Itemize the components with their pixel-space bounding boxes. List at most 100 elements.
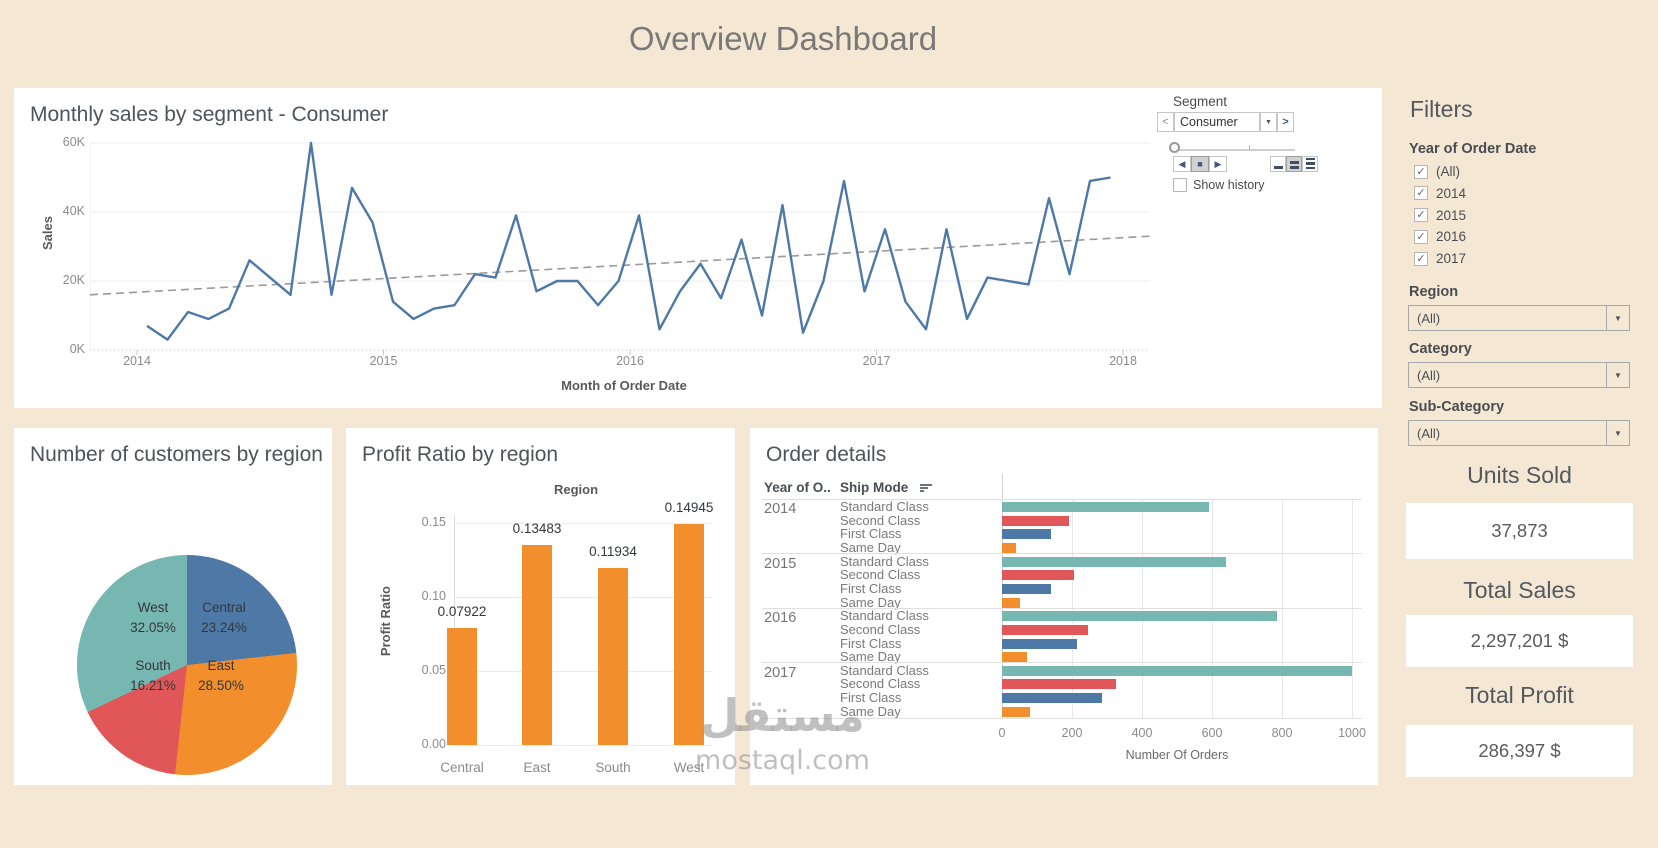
pages-slider-handle[interactable] [1169, 142, 1180, 153]
segment-dropdown-arrow-icon[interactable]: ▼ [1260, 112, 1277, 132]
sales-y-tick: 60K [62, 135, 85, 149]
orders-bar-standard-class[interactable] [1002, 611, 1277, 622]
kpi-value-units-sold: 37,873 [1406, 503, 1633, 559]
profit-bar-value: 0.07922 [437, 603, 487, 619]
step-back-button[interactable]: ◀ [1173, 156, 1191, 172]
year-filter-option-2016: ✓ 2016 [1414, 229, 1466, 244]
profit-ratio-axis-title: Profit Ratio [378, 586, 393, 657]
speed-medium-button[interactable] [1286, 156, 1302, 172]
stop-button[interactable]: ■ [1191, 156, 1209, 172]
ship-mode-label: Second Class [840, 621, 921, 637]
pie-slice-label[interactable]: South 16.21% [130, 658, 176, 693]
year-column-header[interactable]: Year of O.. [764, 480, 831, 495]
orders-bar-same-day[interactable] [1002, 652, 1027, 663]
customers-pie-panel: Number of customers by region Central 23… [14, 428, 332, 785]
orders-bar-same-day[interactable] [1002, 597, 1020, 608]
profit-bar-west[interactable] [674, 523, 704, 745]
sales-line-series[interactable] [146, 141, 1111, 341]
profit-bar-central[interactable] [447, 627, 477, 745]
orders-bar-first-class[interactable] [1002, 529, 1051, 540]
sales-line-chart[interactable] [89, 138, 1151, 356]
orders-bar-first-class[interactable] [1002, 583, 1051, 594]
year-checkbox[interactable]: ✓ [1414, 186, 1428, 201]
year-filter-option-2017: ✓ 2017 [1414, 251, 1466, 266]
show-history-checkbox[interactable] [1173, 178, 1187, 192]
shipmode-column-header[interactable]: Ship Mode [840, 480, 909, 495]
orders-gridline [1352, 500, 1353, 719]
ship-mode-label: Second Class [840, 567, 921, 583]
sales-y-tick: 0K [69, 342, 85, 356]
year-checkbox[interactable]: ✓ [1414, 229, 1428, 244]
orders-x-tick: 600 [1201, 726, 1223, 741]
speed-fast-button[interactable] [1302, 156, 1318, 172]
year-checkbox[interactable]: ✓ [1414, 164, 1428, 179]
orders-bar-standard-class[interactable] [1002, 665, 1352, 676]
year-checkbox[interactable]: ✓ [1414, 251, 1428, 266]
profit-bar-value: 0.14945 [664, 499, 714, 515]
kpi-label-total-profit: Total Profit [1465, 682, 1574, 708]
ship-mode-label: Standard Class [840, 553, 929, 569]
year-checkbox-label: 2015 [1436, 207, 1467, 223]
orders-bar-second-class[interactable] [1002, 624, 1088, 635]
speed-slow-button[interactable] [1270, 156, 1286, 172]
ship-mode-label: Standard Class [840, 662, 929, 678]
profit-bar-south[interactable] [598, 568, 628, 745]
step-forward-button[interactable]: ▶ [1209, 156, 1227, 172]
year-row-label: 2014 [764, 501, 797, 517]
segment-next-button[interactable]: > [1277, 112, 1294, 132]
orders-bar-second-class[interactable] [1002, 570, 1074, 581]
customers-pie-chart[interactable] [77, 555, 297, 775]
sales-x-tick: 2017 [862, 354, 891, 368]
pie-slice-label[interactable]: West 32.05% [130, 600, 176, 635]
dropdown-value: (All) [1417, 367, 1441, 383]
profit-bar-east[interactable] [522, 545, 552, 745]
sales-x-tick: 2018 [1109, 354, 1137, 368]
profit-gridline [454, 671, 712, 672]
sales-line-svg[interactable] [89, 138, 1151, 356]
pie-slice-label[interactable]: Central 23.24% [201, 600, 247, 635]
profit-x-tick: Central [440, 760, 484, 775]
orders-bar-first-class[interactable] [1002, 693, 1102, 704]
orders-bar-same-day[interactable] [1002, 706, 1030, 717]
group-separator [762, 498, 1362, 500]
orders-bar-first-class[interactable] [1002, 638, 1078, 649]
orders-bar-second-class[interactable] [1002, 515, 1069, 526]
region-header: Region [553, 482, 599, 497]
orders-bar-standard-class[interactable] [1002, 556, 1226, 567]
segment-dropdown[interactable]: Consumer [1174, 112, 1260, 132]
year-row-label: 2016 [764, 610, 797, 627]
group-separator [762, 553, 1362, 555]
pages-slider-track[interactable] [1175, 149, 1295, 151]
kpi-label-total-sales: Total Sales [1463, 577, 1576, 603]
year-checkbox-label: 2016 [1436, 229, 1467, 245]
sub-category-filter-label: Sub-Category [1409, 399, 1505, 415]
orders-axis-title: Number Of Orders [1125, 748, 1229, 762]
sales-x-tick: 2014 [123, 354, 151, 368]
profit-y-tick: 0.10 [421, 589, 446, 603]
year-checkbox[interactable]: ✓ [1414, 208, 1428, 223]
segment-prev-button[interactable]: < [1157, 112, 1174, 132]
profit-y-tick: 0.15 [421, 515, 446, 529]
profit-gridline [454, 523, 712, 524]
page-title: Overview Dashboard [628, 20, 938, 57]
sales-axis-title: Sales [40, 216, 55, 250]
year-filter-option-all: ✓ (All) [1414, 164, 1460, 179]
orders-axis-line [1002, 474, 1003, 719]
pie-slice-label[interactable]: East 28.50% [198, 658, 244, 693]
region-dropdown[interactable]: (All) ▼ [1408, 305, 1630, 331]
profit-y-tick: 0.00 [421, 737, 446, 751]
profit-bar-value: 0.13483 [512, 521, 562, 537]
sub-category-dropdown[interactable]: (All) ▼ [1408, 420, 1630, 446]
orders-gridline [1072, 500, 1073, 719]
ship-mode-label: First Class [840, 526, 902, 542]
orders-bar-same-day[interactable] [1002, 542, 1016, 553]
sort-descending-icon[interactable] [920, 484, 932, 494]
filters-title: Filters [1410, 96, 1473, 122]
orders-bar-second-class[interactable] [1002, 679, 1116, 690]
ship-mode-label: Second Class [840, 512, 921, 528]
profit-y-tick: 0.05 [421, 663, 446, 677]
category-dropdown[interactable]: (All) ▼ [1408, 362, 1630, 388]
profit-x-tick: South [595, 760, 631, 775]
orders-bar-standard-class[interactable] [1002, 502, 1209, 512]
ship-mode-label: First Class [840, 690, 902, 706]
